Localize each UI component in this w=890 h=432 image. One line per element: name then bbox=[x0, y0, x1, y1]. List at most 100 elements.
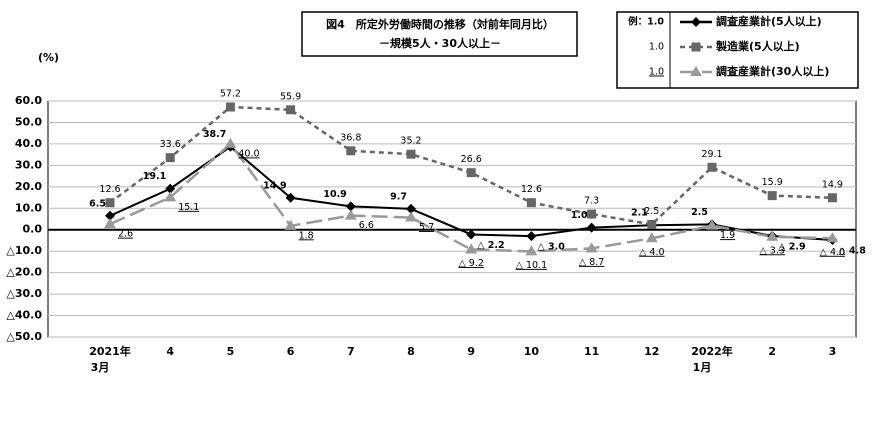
marker bbox=[105, 210, 115, 221]
y-tick-label: 60.0 bbox=[15, 94, 42, 107]
marker bbox=[525, 245, 538, 256]
marker bbox=[706, 219, 718, 230]
marker bbox=[344, 209, 357, 220]
value-label: 2.6 bbox=[118, 229, 133, 240]
marker bbox=[707, 162, 717, 172]
marker bbox=[405, 211, 417, 222]
plot-area bbox=[47, 100, 857, 338]
marker bbox=[164, 191, 177, 202]
marker bbox=[585, 242, 598, 253]
chart-subtitle: －規模5人・30人以上－ bbox=[379, 36, 501, 50]
value-label: 33.6 bbox=[160, 139, 181, 150]
value-label: 14.9 bbox=[263, 180, 286, 191]
value-label: 15.1 bbox=[178, 202, 199, 213]
x-tick-label: 8 bbox=[407, 345, 415, 358]
value-label: 12.6 bbox=[99, 184, 120, 195]
value-label: 2.5 bbox=[691, 207, 708, 218]
value-label: 19.1 bbox=[143, 171, 166, 182]
marker bbox=[586, 222, 597, 233]
y-tick-label: 50.0 bbox=[15, 115, 42, 128]
value-label: 9.7 bbox=[390, 191, 407, 202]
marker bbox=[105, 198, 115, 208]
x-tick-label: 2 bbox=[768, 345, 776, 358]
x-tick-label: 9 bbox=[467, 345, 475, 358]
x-tick-label: 11 bbox=[584, 345, 599, 358]
value-label: △ 3.0 bbox=[537, 242, 565, 253]
marker bbox=[406, 203, 416, 214]
legend-label: 調査産業計(5人以上) bbox=[716, 14, 822, 28]
y-tick-label: 20.0 bbox=[15, 180, 42, 193]
x-tick-label: 6 bbox=[287, 345, 295, 358]
value-label: 26.6 bbox=[461, 154, 482, 165]
x-tick-label: 3 bbox=[829, 345, 837, 358]
y-tick-label: 0.0 bbox=[23, 223, 43, 236]
y-tick-label: △20.0 bbox=[6, 266, 42, 279]
marker bbox=[346, 146, 356, 156]
value-label: 10.9 bbox=[323, 189, 346, 200]
value-label: 6.6 bbox=[359, 220, 374, 231]
marker bbox=[224, 137, 237, 148]
legend-box bbox=[616, 11, 859, 89]
value-label: 7.3 bbox=[584, 196, 599, 207]
marker bbox=[526, 198, 536, 208]
marker bbox=[345, 201, 356, 212]
label-style-example: 例：1.0 bbox=[628, 16, 664, 28]
value-label: 14.9 bbox=[822, 179, 843, 190]
legend-label: 製造業(5人以上) bbox=[715, 39, 800, 53]
x-tick-label: 2021年 3月 bbox=[89, 344, 131, 374]
x-tick-label: 4 bbox=[166, 345, 174, 358]
value-label: △ 4.0 bbox=[820, 247, 845, 258]
value-label: 57.2 bbox=[220, 89, 241, 100]
value-label: △ 8.7 bbox=[579, 257, 604, 268]
value-label: △ 3.3 bbox=[759, 245, 784, 256]
marker bbox=[691, 42, 701, 52]
y-tick-label: △50.0 bbox=[6, 330, 42, 343]
marker bbox=[225, 102, 235, 112]
y-tick-label: △10.0 bbox=[6, 244, 42, 257]
value-label: 35.2 bbox=[400, 136, 421, 147]
marker bbox=[104, 218, 116, 229]
value-label: 15.9 bbox=[762, 177, 783, 188]
value-label: 55.9 bbox=[280, 91, 301, 102]
y-tick-label: △30.0 bbox=[6, 287, 42, 300]
x-tick-label: 5 bbox=[227, 345, 235, 358]
x-tick-label: 2022年 1月 bbox=[691, 344, 733, 374]
value-label: 1.9 bbox=[720, 230, 735, 241]
marker bbox=[286, 105, 296, 115]
marker bbox=[690, 66, 702, 76]
x-tick-label: 12 bbox=[644, 345, 659, 358]
value-label: 1.0 bbox=[571, 210, 588, 221]
marker bbox=[285, 192, 296, 203]
chart-title: 図4 所定外労働時間の推移（対前年同月比） bbox=[326, 17, 554, 31]
marker bbox=[826, 232, 839, 243]
value-label: 1.8 bbox=[299, 230, 314, 241]
marker bbox=[284, 219, 297, 230]
value-label: 29.1 bbox=[701, 149, 722, 160]
value-label: 36.8 bbox=[340, 132, 361, 143]
value-label: △ 2.9 bbox=[778, 241, 805, 252]
marker bbox=[406, 149, 416, 159]
y-axis-label: (%) bbox=[38, 51, 59, 64]
marker bbox=[587, 209, 597, 219]
value-label: 38.7 bbox=[203, 129, 226, 140]
label-style-example: 1.0 bbox=[649, 67, 664, 78]
x-tick-label: 7 bbox=[347, 345, 355, 358]
value-label: 12.6 bbox=[521, 184, 542, 195]
marker bbox=[827, 193, 837, 203]
value-label: 2.5 bbox=[644, 206, 659, 217]
marker bbox=[767, 191, 777, 201]
marker bbox=[165, 153, 175, 163]
marker bbox=[647, 219, 657, 229]
marker bbox=[766, 230, 779, 241]
y-tick-label: 30.0 bbox=[15, 158, 42, 171]
y-tick-label: 10.0 bbox=[15, 201, 42, 214]
value-label: △ 10.1 bbox=[516, 260, 547, 271]
marker bbox=[526, 231, 537, 242]
value-label: △ 9.2 bbox=[458, 258, 483, 269]
y-tick-label: 40.0 bbox=[15, 137, 42, 150]
y-tick-label: △40.0 bbox=[6, 309, 42, 322]
value-label: △ 2.2 bbox=[477, 240, 504, 251]
title-box bbox=[301, 11, 578, 57]
label-style-example: 1.0 bbox=[649, 42, 664, 53]
